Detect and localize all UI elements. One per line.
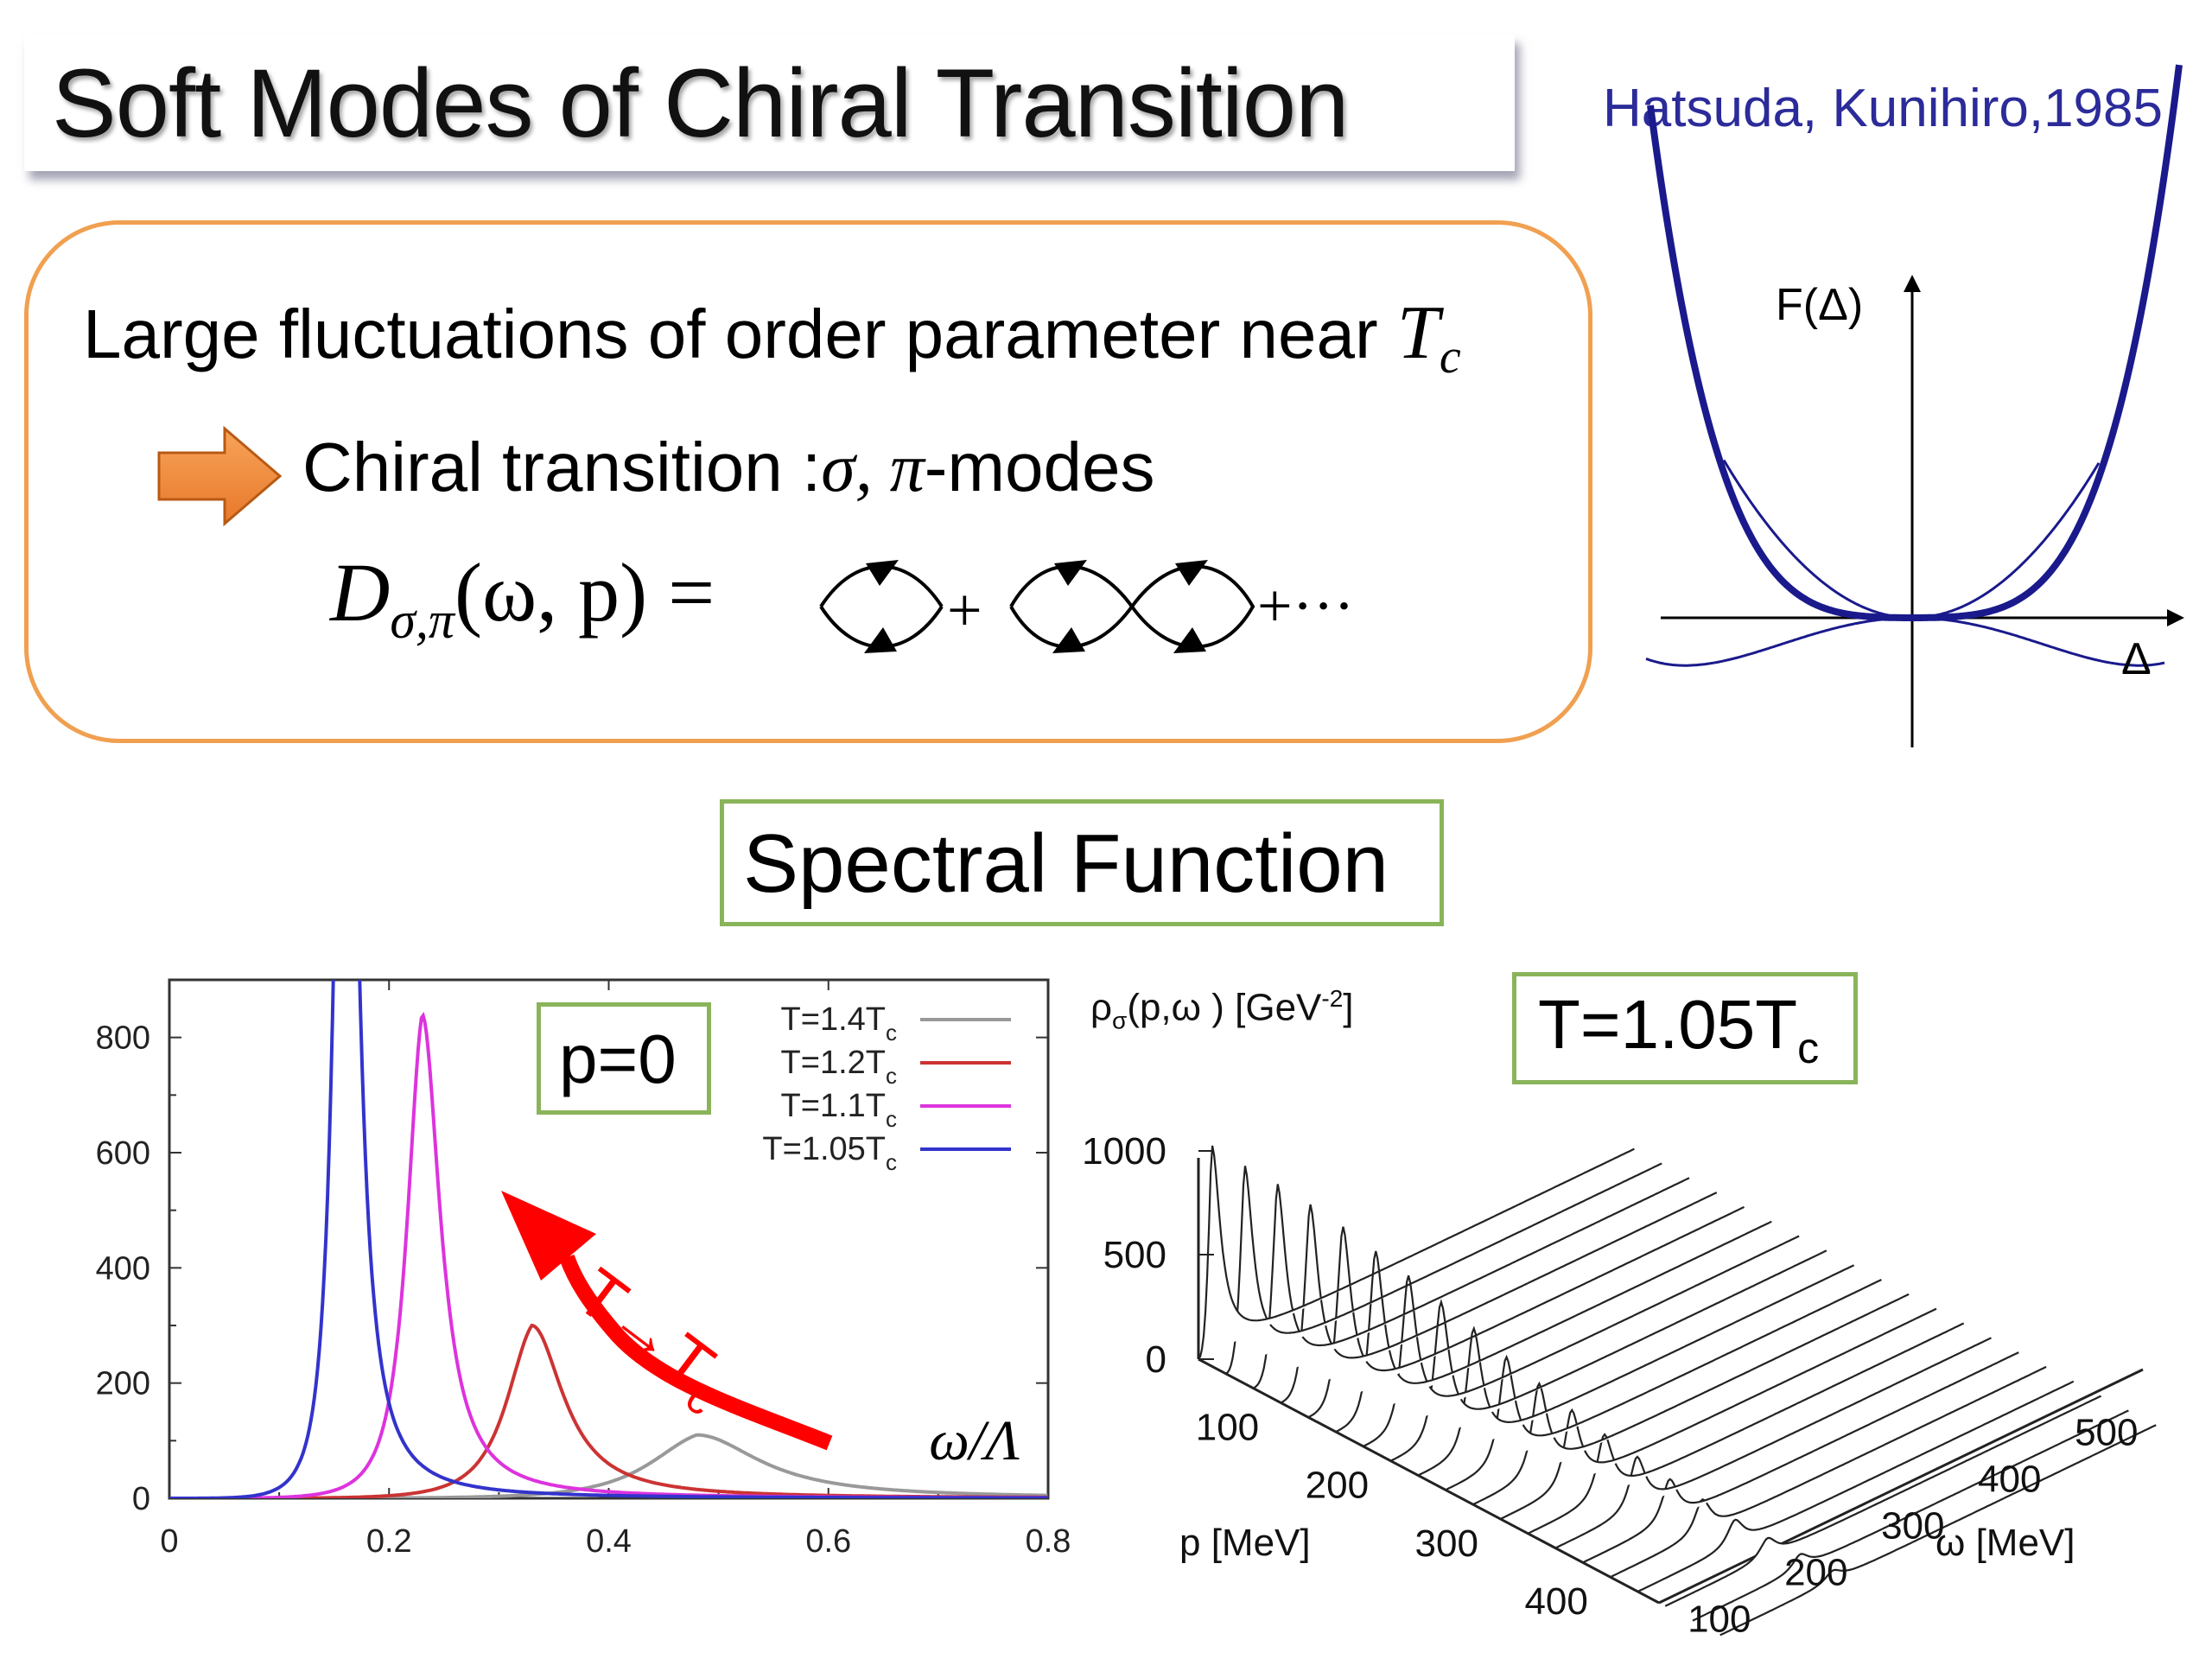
- surface-slice-5: [1307, 1205, 1745, 1419]
- tc-symbol: T: [1396, 291, 1440, 375]
- potential-diagram: F(Δ) Δ: [1645, 64, 2184, 747]
- legend-label: T=1.2Tc: [781, 1045, 897, 1089]
- double-bubble-diagram-icon: [1009, 560, 1255, 653]
- x-axis-label: ω/Λ: [929, 1409, 1020, 1472]
- legend-subscript: c: [886, 1149, 897, 1175]
- z-tick-label: 500: [1103, 1234, 1166, 1276]
- surface-slice-11: [1472, 1293, 1910, 1506]
- surface-slice-16: [1610, 1365, 2047, 1579]
- surface-slice-10: [1445, 1279, 1882, 1491]
- chiral-transition-statement: Chiral transition :σ, π-modes: [302, 428, 1155, 508]
- x-tick-label: 0.6: [805, 1523, 851, 1560]
- spectral-3d-chart: 0 500 1000 100 200 300 400 p [MeV] 100 200 300 400 5…: [1082, 1130, 2157, 1640]
- legend-label: T=1.1Tc: [781, 1088, 897, 1132]
- series-line-4: [169, 980, 1048, 1498]
- legend-label: T=1.05Tc: [762, 1131, 897, 1175]
- legend-subscript: c: [886, 1063, 897, 1089]
- fluctuation-text: Large fluctuations of order parameter ne…: [83, 296, 1397, 372]
- surface-slice-8: [1389, 1249, 1827, 1462]
- legend-subscript: c: [886, 1106, 897, 1132]
- surface-slice-14: [1554, 1337, 1992, 1549]
- legend-subscript: c: [886, 1020, 897, 1046]
- y-tick-label: 0: [132, 1481, 150, 1517]
- omega-tick-label: 100: [1688, 1598, 1751, 1640]
- x-tick-label: 0.8: [1026, 1523, 1071, 1560]
- potential-curve-critical: [1647, 64, 2183, 621]
- z-tick-label: 1000: [1082, 1130, 1166, 1173]
- chiral-text: Chiral transition :: [302, 429, 822, 505]
- t105-box: [1512, 972, 1858, 1084]
- fluctuation-statement: Large fluctuations of order parameter ne…: [83, 289, 1461, 385]
- surface-slice-3: [1253, 1177, 1690, 1389]
- surface-zlabel: ρσ(p,ω ) [GeV-2]: [1090, 985, 1354, 1034]
- propagator-symbol: D: [330, 546, 391, 639]
- propagator-arguments: (ω, p) =: [454, 546, 715, 639]
- p-tick-label: 100: [1196, 1407, 1259, 1449]
- t105-subscript: c: [1797, 1024, 1820, 1072]
- t105-text: T=1.05T: [1538, 986, 1798, 1063]
- surface-slice-4: [1280, 1192, 1718, 1404]
- temperature-arrow-icon: [501, 1191, 833, 1451]
- surface-slice-2: [1225, 1162, 1662, 1375]
- surface-slice-13: [1527, 1322, 1965, 1535]
- citation: Hatsuda, Kunihiro,1985: [1603, 79, 2164, 138]
- title-banner: [24, 35, 1515, 171]
- spectral-function-label: Spectral Function: [743, 817, 1389, 910]
- p-axis-line: [1198, 1357, 1660, 1605]
- potential-xlabel: Δ: [2121, 634, 2152, 684]
- ellipsis: +···: [1257, 571, 1355, 640]
- concept-box: [24, 220, 1592, 743]
- p-tick-label: 300: [1415, 1522, 1478, 1565]
- y-tick-label: 200: [96, 1366, 150, 1402]
- y-tick-label: 600: [96, 1135, 150, 1172]
- surface-slice-15: [1582, 1351, 2019, 1564]
- x-tick-label: 0: [160, 1523, 178, 1560]
- x-tick-label: 0.4: [586, 1523, 632, 1560]
- tc-subscript: c: [1439, 330, 1461, 384]
- p-tick-label: 200: [1306, 1465, 1369, 1507]
- surface-slice-9: [1417, 1264, 1855, 1477]
- sigma-pi: σ, π: [821, 430, 925, 506]
- arrow-right-icon: [157, 425, 283, 527]
- omega-axis-label: ω [MeV]: [1936, 1522, 2075, 1564]
- spectral-function-box: [720, 799, 1444, 926]
- modes-suffix: -modes: [924, 429, 1155, 505]
- surface-slice-20: [1719, 1424, 2157, 1637]
- potential-curve-low-t: [1645, 616, 2165, 667]
- y-tick-label: 800: [96, 1020, 150, 1057]
- y-tick-label: 400: [96, 1250, 150, 1287]
- p0-box: [537, 1002, 711, 1115]
- omega-tick-label: 400: [1978, 1458, 2041, 1500]
- x-tick-label: 0.2: [366, 1523, 412, 1560]
- p-tick-label: 400: [1524, 1580, 1587, 1623]
- omega-axis-line: [1658, 1368, 2144, 1605]
- surface-slice-12: [1500, 1307, 1937, 1520]
- bubble-diagram-icon: [819, 560, 944, 653]
- surface-slice-18: [1664, 1395, 2102, 1607]
- spectral-2d-chart: 0 0.2 0.4 0.6 0.8 0 200 400 600 800 T=1.4TcT=1.2…: [96, 978, 1071, 1560]
- p0-label: p=0: [559, 1020, 677, 1097]
- t105-label: T=1.05Tc: [1538, 985, 1819, 1073]
- surface-slice-1: [1198, 1145, 1635, 1360]
- omega-tick-label: 300: [1881, 1504, 1944, 1547]
- surface-slice-6: [1335, 1220, 1772, 1433]
- propagator-equation: Dσ,π(ω, p) =: [330, 544, 715, 651]
- omega-tick-label: 200: [1784, 1551, 1847, 1593]
- plus-sign: +: [947, 575, 982, 645]
- potential-ylabel: F(Δ): [1776, 280, 1863, 330]
- propagator-subscript: σ,π: [390, 592, 454, 650]
- omega-tick-label: 500: [2075, 1411, 2138, 1453]
- page-title: Soft Modes of Chiral Transition: [52, 49, 1349, 157]
- legend-label: T=1.4Tc: [781, 1001, 897, 1046]
- p-axis-label: p [MeV]: [1179, 1522, 1311, 1564]
- z-tick-label: 0: [1146, 1338, 1166, 1381]
